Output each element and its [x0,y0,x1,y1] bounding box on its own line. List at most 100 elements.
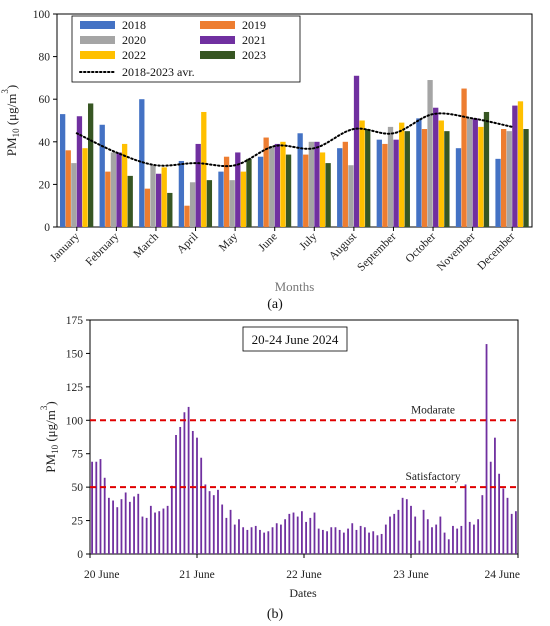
bar-2022 [517,101,524,227]
bar-2023 [87,103,94,227]
daily-bar [183,412,186,554]
bar-2021 [76,116,83,227]
bar-2019 [382,143,388,227]
daily-bar [217,489,219,554]
x-tick-label-a: October [403,231,438,266]
bar-2020 [189,182,196,227]
legend-label-2018: 2018 [122,18,146,32]
annotation-box [242,326,348,352]
daily-bar [431,527,433,554]
x-tick-label-a: May [217,230,241,254]
daily-bar [397,509,400,554]
daily-bar [246,529,249,554]
panel-label-a: (a) [267,297,283,312]
bar-2022 [438,120,444,227]
ylabel-part: ) [43,401,58,405]
daily-bar [313,512,316,554]
daily-bar [280,524,282,554]
daily-bar [342,532,345,554]
bar-2020 [467,118,473,227]
daily-bar [179,426,182,554]
bar-2021 [116,152,122,227]
bar-2019 [501,129,507,227]
x-tick-label-a: January [48,230,82,264]
x-tick-label-b: 24 June [485,569,520,581]
daily-bar [145,517,148,554]
bar-2021 [433,107,439,227]
bar-2018 [257,156,264,227]
daily-bar [221,504,224,554]
bar-2019 [342,141,348,227]
bar-2022 [478,126,484,227]
bar-2019 [461,88,467,227]
daily-bar [112,500,114,554]
daily-bar [506,497,509,554]
daily-bar [141,516,144,554]
bar-2020 [387,126,394,227]
y-tick-label-a: 0 [44,222,50,234]
daily-bar [208,491,211,554]
y-tick-label-a: 40 [39,137,51,149]
daily-bar [204,484,207,554]
x-tick-label-a: July [297,230,319,252]
x-tick-label-a: August [327,230,360,263]
daily-bar [212,495,215,554]
bar-2018 [297,133,303,227]
daily-bar [405,499,408,554]
bar-2023 [444,131,450,227]
bar-2021 [274,143,281,227]
daily-bar [334,527,337,554]
bar-2022 [280,141,286,227]
y-tick-label-a: 60 [39,94,51,106]
y-tick-label-b: 50 [72,482,84,494]
bar-2020 [308,141,314,227]
legend-label-2022: 2022 [122,48,146,62]
bar-2021 [353,75,360,228]
y-tick-label-b: 175 [66,315,84,327]
bar-2019 [223,156,230,227]
bar-2019 [421,129,428,227]
bar-2019 [303,154,309,227]
bar-2019 [184,205,190,227]
bar-2018 [455,148,462,227]
daily-bar [191,430,194,554]
y-axis-label-b: PM10 (μg/m3) [39,401,60,472]
daily-bar [301,511,303,554]
ylabel-part: (μg/m [4,94,19,129]
ylabel-part: 3 [39,405,49,410]
x-tick-label-a: March [131,230,161,260]
threshold-label: Satisfactory [406,471,461,483]
daily-bar [238,519,240,554]
bar-2020 [427,80,433,227]
daily-bar [120,499,123,554]
daily-bar [351,523,354,554]
bar-2018 [416,118,422,227]
daily-bar [330,527,333,554]
daily-bar [363,527,366,554]
bar-2018 [218,171,224,227]
bar-2019 [144,188,151,227]
daily-bar [359,525,362,554]
ylabel-part: 10 [11,128,21,138]
daily-bar [305,521,307,554]
daily-bar [196,437,198,554]
daily-bar [267,531,270,554]
bar-2023 [365,129,371,227]
daily-bar [435,524,438,554]
daily-bar [158,511,161,554]
daily-bar [154,512,156,554]
daily-bar [380,533,383,554]
daily-bar [460,525,463,554]
daily-bar [393,513,396,554]
bar-2019 [263,137,269,227]
daily-bar [456,528,459,554]
daily-bar [242,527,245,554]
bar-2021 [235,152,241,227]
daily-bar [116,507,119,554]
ylabel-part: ) [4,85,19,89]
daily-bar [200,457,203,554]
daily-bar [275,523,278,554]
bar-2021 [512,105,518,227]
legend-swatch-2020 [80,36,115,44]
legend-swatch-2018 [80,21,115,29]
